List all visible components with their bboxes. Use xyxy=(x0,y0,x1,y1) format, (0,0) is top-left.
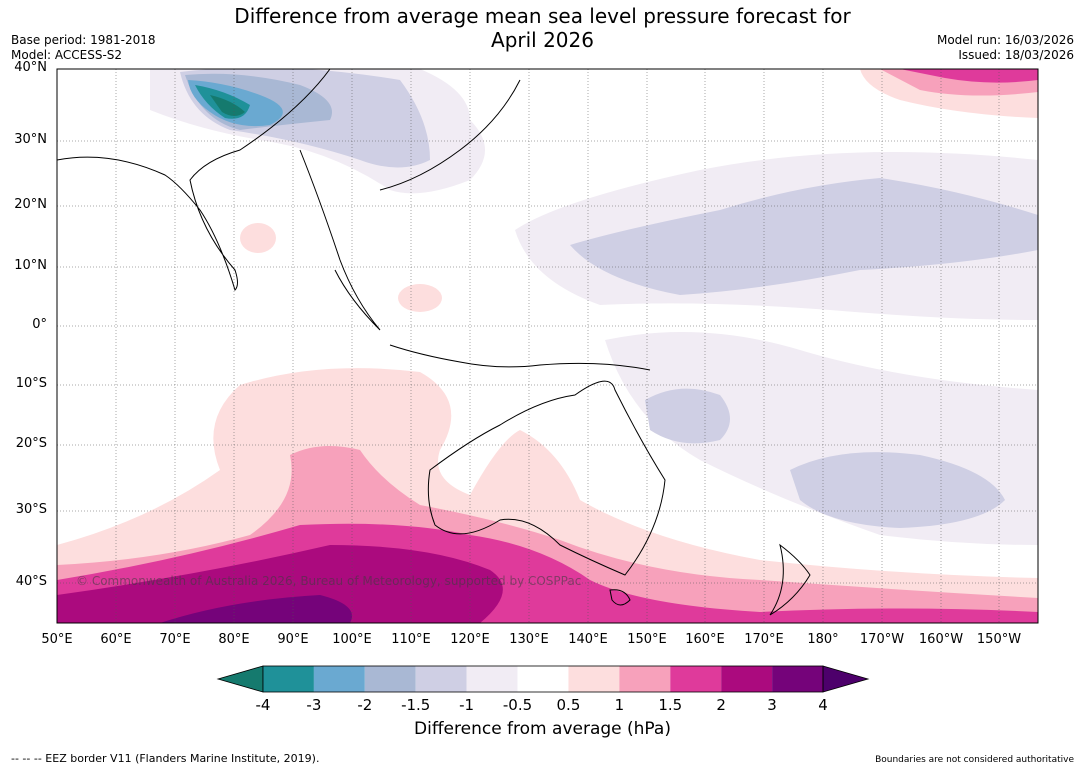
colorbar-title: Difference from average (hPa) xyxy=(414,719,671,739)
contour-band-plus-0-5-borneo xyxy=(398,284,442,312)
contour-band-plus-2-south xyxy=(57,545,503,623)
lat-tick-label: 10°N xyxy=(14,258,47,273)
lat-tick-label: 20°N xyxy=(14,197,47,212)
lon-tick-label: 180° xyxy=(807,632,839,647)
colorbar-tick-label: -0.5 xyxy=(502,696,533,714)
colorbar-tick-label: -4 xyxy=(255,696,271,714)
lon-tick-label: 110°E xyxy=(391,632,431,647)
colorbar-tick-label: 1 xyxy=(614,696,625,714)
contour-band-plus-0-5-bengal xyxy=(240,223,276,253)
coastline-china xyxy=(379,79,521,191)
lon-tick-label: 70°E xyxy=(159,632,191,647)
lon-tick-label: 150°W xyxy=(976,632,1022,647)
lon-tick-label: 50°E xyxy=(41,632,73,647)
colorbar-tick-label: -1 xyxy=(459,696,475,714)
contour-band-minus-1-coral-sea xyxy=(645,388,730,444)
lon-tick-label: 140°E xyxy=(568,632,608,647)
graticule xyxy=(57,69,1038,623)
map-frame xyxy=(56,68,1039,624)
coastline-tasmania xyxy=(609,589,631,606)
colorbar-tick-label: -2 xyxy=(357,696,373,714)
pressure-contours xyxy=(57,69,1038,623)
map-title: Difference from average mean sea level p… xyxy=(0,4,1085,52)
contour-band-plus-1-5-north xyxy=(900,69,1038,83)
colorbar-tick-label: 0.5 xyxy=(556,696,581,714)
contour-band-minus-1-tasman xyxy=(790,452,1005,528)
colorbar-tick-label: 2 xyxy=(716,696,726,714)
coastline-indonesia xyxy=(389,344,651,371)
title-line-2: April 2026 xyxy=(491,28,594,52)
lat-tick-label: 30°N xyxy=(14,132,47,147)
lat-tick-label: 40°S xyxy=(15,574,47,589)
model-run: Model run: 16/03/2026 xyxy=(936,33,1074,47)
boundary-disclaimer: Boundaries are not considered authoritat… xyxy=(875,755,1074,765)
lon-tick-label: 150°E xyxy=(627,632,667,647)
coastline-new-zealand xyxy=(769,543,811,616)
colorbar-tick-label: -1.5 xyxy=(401,696,431,714)
contour-band-minus-4 xyxy=(210,95,245,116)
colorbar-tick-label: 3 xyxy=(767,696,777,714)
coastlines xyxy=(57,69,811,616)
issued-date: Issued: 18/03/2026 xyxy=(958,48,1074,62)
meta-left: Base period: 1981-2018 Model: ACCESS-S2 xyxy=(11,33,156,63)
lon-tick-label: 130°E xyxy=(509,632,549,647)
lat-tick-label: 20°S xyxy=(15,436,47,451)
colorbar-tick-label: 1.5 xyxy=(658,696,683,714)
lon-tick-label: 100°E xyxy=(332,632,372,647)
lon-tick-label: 160°W xyxy=(918,632,964,647)
meta-right: Model run: 16/03/2026 Issued: 18/03/2026 xyxy=(937,33,1074,63)
lon-tick-label: 170°W xyxy=(859,632,905,647)
lat-tick-label: 30°S xyxy=(15,502,47,517)
coastline-australia xyxy=(427,380,666,576)
lon-tick-label: 170°E xyxy=(744,632,784,647)
lat-tick-label: 40°N xyxy=(14,60,47,75)
lat-tick-label: 0° xyxy=(32,317,47,332)
lat-tick-label: 10°S xyxy=(15,376,47,391)
coastline-south-asia xyxy=(57,69,331,291)
coastline-indochina xyxy=(299,149,381,331)
contour-band-minus-1-pacific xyxy=(570,178,1038,295)
colorbar-tick-label: 4 xyxy=(818,696,828,714)
colorbar-tick-label: -3 xyxy=(306,696,322,714)
lon-tick-label: 60°E xyxy=(100,632,132,647)
contour-band-plus-3-south xyxy=(160,595,352,623)
lon-tick-label: 160°E xyxy=(685,632,725,647)
lon-tick-label: 80°E xyxy=(218,632,250,647)
title-line-1: Difference from average mean sea level p… xyxy=(234,4,851,28)
lon-tick-label: 120°E xyxy=(450,632,490,647)
lon-tick-label: 90°E xyxy=(277,632,309,647)
copyright-notice: © Commonwealth of Australia 2026, Bureau… xyxy=(76,574,582,588)
model-name: Model: ACCESS-S2 xyxy=(11,48,123,62)
base-period: Base period: 1981-2018 xyxy=(11,33,156,47)
eez-footnote: -- -- -- EEZ border V11 (Flanders Marine… xyxy=(11,752,320,765)
